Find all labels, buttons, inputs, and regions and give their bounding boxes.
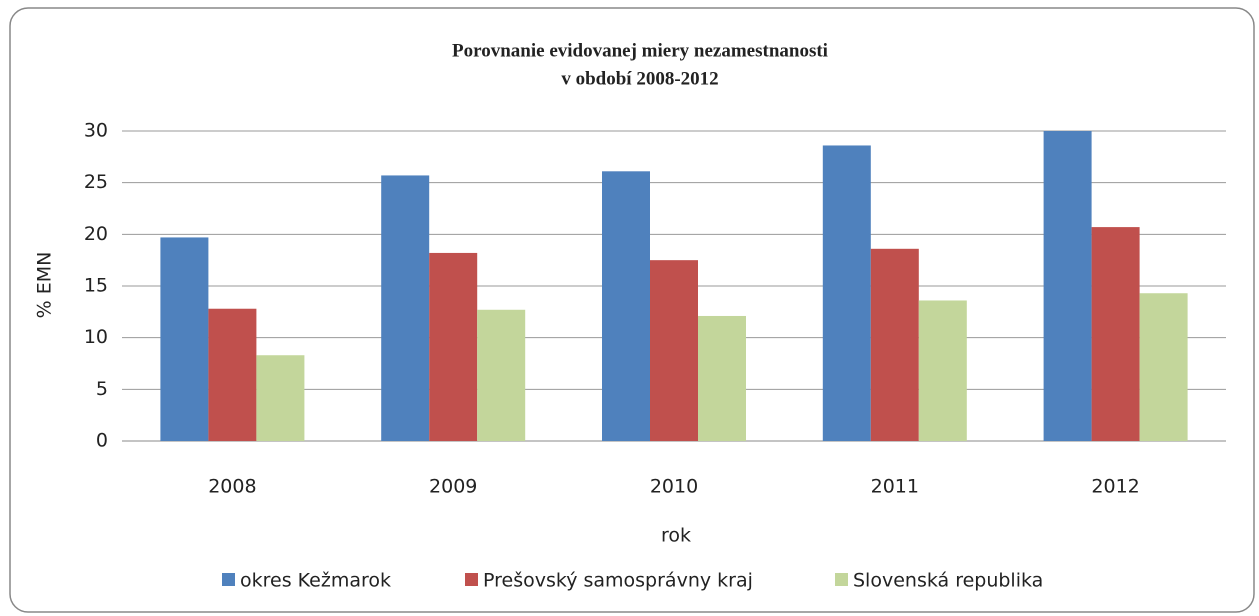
bar xyxy=(822,145,871,441)
bar xyxy=(1139,293,1188,441)
x-tick-label: 2008 xyxy=(208,476,256,498)
bar xyxy=(160,237,209,441)
chart-title: v období 2008-2012 xyxy=(561,68,718,89)
legend-label: Slovenská republika xyxy=(853,570,1043,592)
bar xyxy=(918,300,967,441)
bar xyxy=(870,248,919,441)
bar xyxy=(208,308,257,441)
y-tick-label: 20 xyxy=(84,223,108,245)
legend-label: okres Kežmarok xyxy=(240,570,391,592)
y-tick-label: 30 xyxy=(84,120,108,142)
y-tick-label: 25 xyxy=(84,171,108,193)
x-tick-label: 2010 xyxy=(650,476,698,498)
bar xyxy=(429,252,478,441)
legend-swatch xyxy=(835,573,848,586)
x-tick-label: 2011 xyxy=(871,476,919,498)
bar xyxy=(477,309,526,441)
y-axis-label: % EMN xyxy=(34,252,56,319)
x-tick-label: 2009 xyxy=(429,476,477,498)
bar xyxy=(650,260,698,441)
bar xyxy=(602,171,650,442)
bar xyxy=(256,355,305,441)
x-axis-label: rok xyxy=(661,525,691,547)
chart-title: Porovnanie evidovanej miery nezamestnano… xyxy=(452,40,828,61)
legend-label: Prešovský samosprávny kraj xyxy=(483,570,753,592)
y-tick-label: 0 xyxy=(96,430,108,452)
bar xyxy=(698,315,746,441)
x-tick-label: 2012 xyxy=(1091,476,1139,498)
y-tick-label: 5 xyxy=(96,378,108,400)
legend-swatch xyxy=(465,573,478,586)
y-tick-label: 10 xyxy=(84,326,108,348)
bar xyxy=(381,175,430,441)
legend-swatch xyxy=(222,573,235,586)
bar xyxy=(1043,131,1092,441)
y-tick-label: 15 xyxy=(84,275,108,297)
bar xyxy=(1091,227,1140,441)
